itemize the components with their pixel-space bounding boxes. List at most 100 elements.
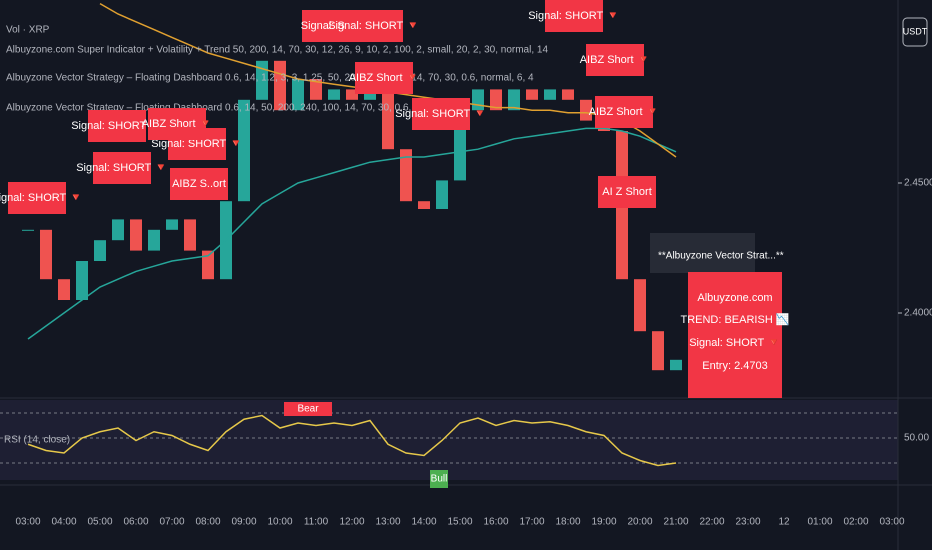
currency-button[interactable] [902,17,928,47]
candle [382,79,394,150]
signal-text: AIBZ Short 🔻 [589,106,660,118]
signal-text: Signal: SHORT 🔻 [0,192,83,204]
time-label: 06:00 [123,517,148,528]
candle [94,240,106,261]
signal-text: AI Z Short [602,186,652,198]
time-label: 18:00 [555,517,580,528]
time-label: 10:00 [267,517,292,528]
signal: Signal: SHORT 🔻 [76,152,168,184]
dashboard [688,272,782,398]
signal: AIBZ S..ort [170,168,228,200]
candle [112,219,124,241]
signal-text: Signal: SHORT 🔻 [395,108,487,120]
price-label: 2.4000 [904,308,932,319]
popup-text: **Albuyzone Vector Strat...** [658,251,784,262]
candle [580,99,592,121]
currency[interactable]: USDT [903,26,928,36]
time-label: 02:00 [843,517,868,528]
time-label: 23:00 [735,517,760,528]
candle [436,180,448,209]
dashboard-trend: TREND: BEARISH 📉 [680,313,789,326]
signal-box [345,10,403,42]
signal: Signal: SHORT 🔻 [528,0,620,32]
time-label: 22:00 [699,517,724,528]
candle [526,89,538,100]
candle [292,79,304,111]
candle [148,229,160,251]
time-label: 05:00 [87,517,112,528]
signal: AIBZ Short 🔻 [349,62,419,94]
time-label: 03:00 [879,517,904,528]
bear-tag [284,402,332,416]
signal-box [88,110,146,142]
candle [508,89,520,111]
time-label: 08:00 [195,517,220,528]
signal-box [598,176,656,208]
signal-text: Signal: SHORT 🔻 [151,138,243,150]
candle [58,279,70,300]
time-label: 16:00 [483,517,508,528]
signal-text: AIBZ Short 🔻 [580,54,651,66]
signal-box [93,152,151,184]
popup [650,233,755,273]
candle [328,89,340,100]
time-label: 17:00 [519,517,544,528]
dashboard-signal: Signal: SHORT 🔻 [689,337,781,349]
time-label: 14:00 [411,517,436,528]
signal-text: AIBZ S..ort [172,178,226,190]
signal: Signal: SHORT 🔻 [71,110,163,142]
time-label: 09:00 [231,517,256,528]
candle [238,99,250,202]
bull-label: Bull [431,474,448,485]
time-label: 12 [778,517,790,528]
candle [130,219,142,251]
time-label: 20:00 [627,517,652,528]
signal: Signal: SHORT 🔻 [151,128,243,160]
candle [184,219,196,251]
signal-text: Signal: SHORT 🔻 [528,10,620,22]
candle [310,79,322,100]
price-label: 2.4500 [904,178,932,189]
candle [652,331,664,371]
signal: AI Z Short [598,176,656,208]
indicator: Albuyzone.com Super Indicator + Volatili… [6,45,548,56]
rsi-line [27,414,677,467]
candle [544,89,556,100]
signal: AIBZ Short 🔻 [142,108,212,140]
rsi-title: RSI (14, close) [4,435,70,446]
candle [634,279,646,332]
time-label: 15:00 [447,517,472,528]
signal-box [545,0,603,32]
signal-box [355,62,413,94]
candle [670,359,682,371]
time-label: 04:00 [51,517,76,528]
candle [202,250,214,280]
signal-box [412,98,470,130]
signal-box [8,182,66,214]
time-label: 03:00 [15,517,40,528]
time-label: 13:00 [375,517,400,528]
signal-box [586,44,644,76]
candle [22,229,34,231]
rsi-level-label: 50.00 [904,433,929,444]
time-label: 01:00 [807,517,832,528]
indicator: Albuyzone Vector Strategy – Floating Das… [6,73,534,84]
symbol: Vol · XRP [6,25,50,36]
signal: AIBZ Short 🔻 [589,96,660,128]
candle [256,60,268,100]
signal: Signal: SHORT 🔻 [328,10,420,42]
signal-box [595,96,653,128]
signal: Signal: SHORT 🔻 [395,98,487,130]
time-label: 07:00 [159,517,184,528]
candle [418,201,430,209]
candle [76,261,88,300]
candle [346,89,358,100]
candle [400,149,412,202]
time-label: 21:00 [663,517,688,528]
candle [562,89,574,100]
indicator: Albuyzone Vector Strategy – Floating Das… [6,103,456,114]
rsi-panel [0,400,898,480]
bear-label: Bear [297,404,319,415]
candle [490,89,502,111]
